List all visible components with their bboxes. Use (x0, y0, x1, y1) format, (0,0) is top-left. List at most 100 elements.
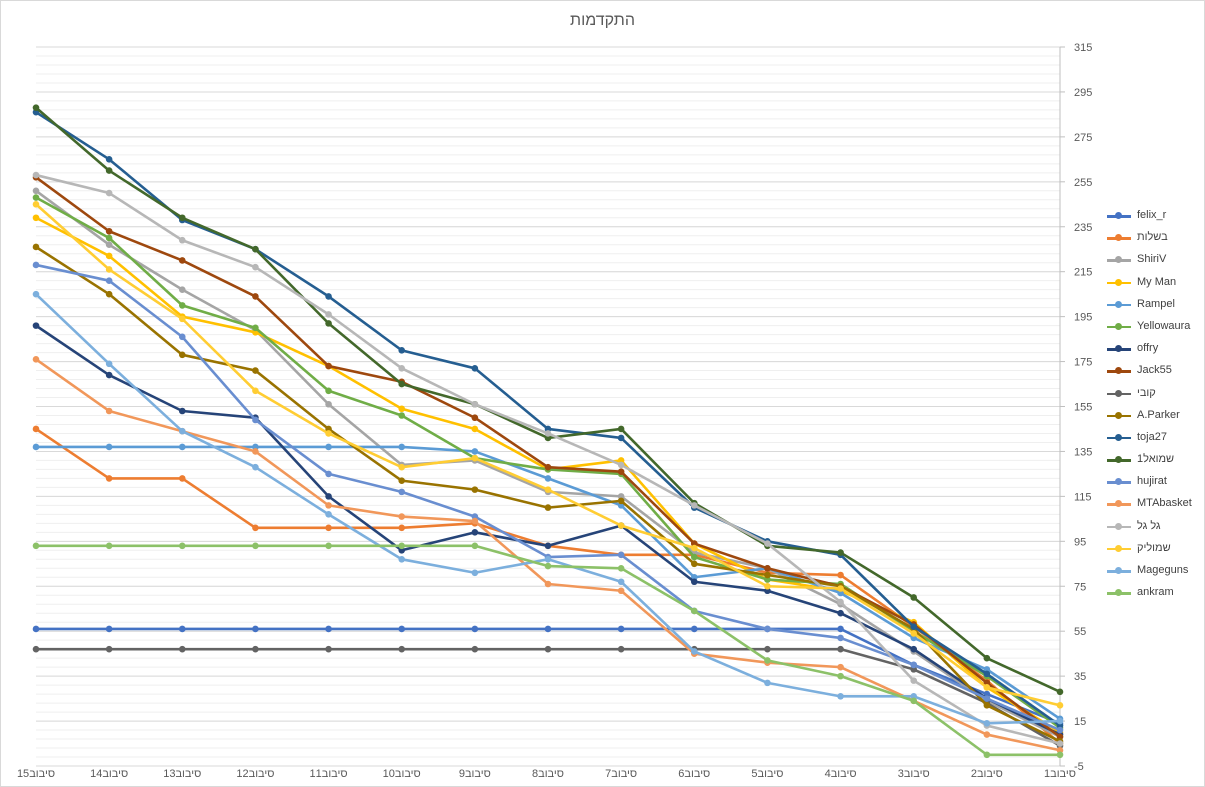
data-point (252, 367, 259, 374)
data-point (837, 645, 844, 653)
data-point (690, 560, 698, 568)
legend-marker-icon (1115, 456, 1122, 464)
series-line (35, 189, 1061, 738)
data-point (32, 443, 40, 451)
data-point (32, 194, 40, 201)
legend-label: Jack55 (1137, 364, 1172, 377)
data-point (1056, 702, 1064, 709)
legend-item: offry (1105, 341, 1205, 363)
data-point (1056, 726, 1064, 734)
legend-item: ShiriV (1105, 252, 1205, 274)
data-point (32, 645, 40, 653)
y-tick-label: 35 (1074, 671, 1086, 683)
data-point (983, 695, 991, 702)
data-point (837, 585, 844, 592)
y-tick-label: 275 (1074, 132, 1092, 144)
data-point (617, 551, 625, 559)
data-point (398, 625, 406, 633)
legend-item: My Man (1105, 275, 1205, 297)
data-point (105, 290, 113, 298)
data-point (910, 623, 918, 630)
x-tick-label: סיבוב3 (898, 768, 930, 780)
data-point (252, 448, 259, 455)
data-point (837, 672, 844, 680)
data-point (471, 517, 479, 525)
data-point (617, 522, 625, 529)
legend-label: MTAbasket (1137, 497, 1192, 510)
data-point (178, 214, 186, 222)
legend-label: A.Parker (1137, 408, 1180, 421)
data-point (32, 187, 40, 195)
data-point (764, 582, 771, 590)
x-tick-label: סיבוב4 (825, 768, 857, 780)
legend-label: Yellowaura (1137, 319, 1191, 332)
data-point (325, 470, 332, 478)
data-point (398, 347, 406, 354)
data-point (178, 236, 186, 244)
data-point (837, 693, 844, 700)
data-point (910, 661, 918, 669)
data-point (617, 468, 625, 475)
data-point (178, 315, 186, 323)
data-point (617, 497, 625, 505)
data-point (544, 542, 552, 550)
legend-marker-icon (1115, 411, 1122, 419)
data-point (32, 425, 40, 433)
legend-item: felix_r (1105, 208, 1205, 230)
data-point (398, 488, 406, 496)
data-point (32, 625, 40, 633)
legend-label: שמואל1 (1137, 453, 1175, 466)
data-point (690, 648, 698, 655)
x-tick-label: סיבוב14 (90, 768, 128, 780)
data-point (105, 645, 113, 653)
data-point (617, 434, 625, 442)
data-point (105, 475, 113, 482)
data-point (617, 564, 625, 572)
data-point (983, 670, 991, 678)
data-point (32, 290, 40, 298)
data-point (105, 360, 113, 368)
data-point (325, 400, 332, 408)
data-point (471, 569, 479, 577)
data-point (32, 104, 40, 111)
legend: felix_r בשלות ShiriV My Man Rampel Yellowaura… (1105, 208, 1205, 607)
data-point (910, 677, 918, 684)
data-point (325, 625, 332, 633)
data-point (325, 293, 332, 300)
data-point (105, 407, 113, 415)
data-point (252, 524, 259, 532)
data-point (983, 654, 991, 662)
data-point (325, 542, 332, 550)
data-point (983, 684, 991, 691)
gridlines (36, 46, 1060, 767)
x-tick-label: סיבוב6 (678, 768, 710, 780)
data-point (105, 156, 113, 163)
data-point (398, 513, 406, 520)
data-point (252, 387, 259, 395)
series-17 (32, 542, 1064, 759)
data-point (764, 564, 771, 572)
data-point (617, 625, 625, 633)
data-point (544, 562, 552, 570)
legend-marker-icon (1115, 589, 1122, 597)
data-point (32, 214, 40, 222)
legend-item: Jack55 (1105, 363, 1205, 385)
data-point (471, 448, 479, 455)
data-point (32, 322, 40, 329)
data-point (837, 663, 844, 671)
legend-item: hujirat (1105, 474, 1205, 496)
data-point (764, 540, 771, 547)
legend-label: ShiriV (1137, 253, 1167, 266)
data-point (617, 425, 625, 433)
data-point (1056, 717, 1064, 725)
data-point (325, 430, 332, 437)
legend-label: Rampel (1137, 297, 1175, 310)
y-tick-label: 195 (1074, 312, 1092, 324)
data-point (471, 425, 479, 433)
data-point (105, 443, 113, 451)
y-tick-label: 75 (1074, 581, 1086, 593)
x-tick-label: סיבוב7 (605, 768, 637, 780)
data-point (910, 645, 918, 653)
